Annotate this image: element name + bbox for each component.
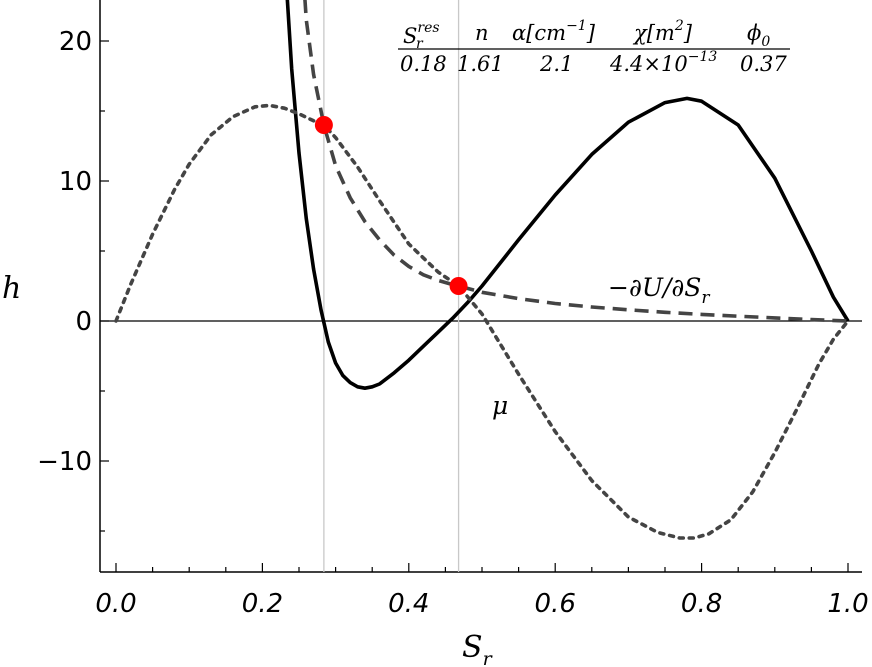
param-header-chi-main: χ[m: [632, 21, 675, 45]
param-value-chi-sup: −13: [688, 49, 718, 65]
annotation-dUdSr-main: −∂U/∂S: [608, 273, 701, 302]
x-tick-label: 0.4: [388, 589, 429, 619]
param-header-Sr-main: S: [403, 24, 417, 48]
param-header-chi-close: ]: [683, 21, 693, 45]
param-header-n: n: [475, 21, 489, 45]
param-header-chi-sup: 2: [674, 18, 684, 34]
series-dotted-line: [114, 103, 850, 540]
highlight-points: [314, 116, 468, 295]
y-tick-label: 10: [59, 167, 92, 197]
x-ticks: 0.0 0.2 0.4 0.6 0.8 1.0: [95, 563, 869, 619]
y-tick-label: −10: [37, 447, 92, 477]
param-header-phi: ϕ0: [747, 21, 770, 50]
highlight-point-1: [449, 277, 468, 295]
param-header-phi-sub: 0: [761, 34, 770, 50]
param-value-chi-main: 4.4×10: [609, 52, 688, 76]
annotation-mu: μ: [492, 391, 508, 420]
param-header-Sr-sup: res: [417, 20, 439, 36]
x-axis-title: Sr: [462, 630, 494, 667]
param-header-alpha-main: α[cm: [512, 21, 566, 45]
param-header-alpha-sup: −1: [566, 18, 587, 34]
x-axis-title-sub: r: [483, 648, 494, 667]
x-tick-label: 0.0: [95, 589, 136, 619]
plot-frame: [99, 0, 862, 573]
x-tick-label: 0.2: [242, 589, 283, 619]
series-group: [114, 0, 850, 540]
highlight-point-0: [314, 116, 333, 134]
y-ticks: −10 0 10 20: [37, 27, 109, 532]
param-value-chi: 4.4×10−13: [609, 49, 717, 76]
y-tick-label: 20: [59, 27, 92, 57]
x-tick-label: 0.8: [681, 589, 722, 619]
param-header-Sr: Sres: [403, 20, 440, 48]
param-header-chi: χ[m2]: [632, 18, 693, 45]
param-value-phi: 0.37: [740, 52, 787, 76]
param-value-n: 1.61: [457, 52, 504, 76]
param-value-alpha: 2.1: [539, 52, 573, 76]
x-tick-label: 1.0: [827, 589, 868, 619]
param-value-Sr: 0.18: [400, 52, 447, 76]
y-axis-title: h: [2, 271, 21, 306]
x-tick-label: 0.6: [535, 589, 576, 619]
y-tick-label: 0: [75, 307, 92, 337]
annotation-dUdSr-sub: r: [701, 288, 710, 308]
param-header-alpha: α[cm−1]: [512, 18, 596, 45]
param-header-alpha-close: ]: [586, 21, 596, 45]
series-solid-line: [285, 0, 850, 391]
annotation-dUdSr: −∂U/∂Sr: [608, 273, 710, 308]
x-axis-title-main: S: [462, 630, 483, 665]
parameter-table: Sres r n α[cm−1] χ[m2] ϕ0 0.18 1.61 2.1 …: [398, 18, 790, 76]
param-header-Sr-sub: r: [416, 36, 424, 52]
param-header-phi-main: ϕ: [747, 21, 761, 45]
